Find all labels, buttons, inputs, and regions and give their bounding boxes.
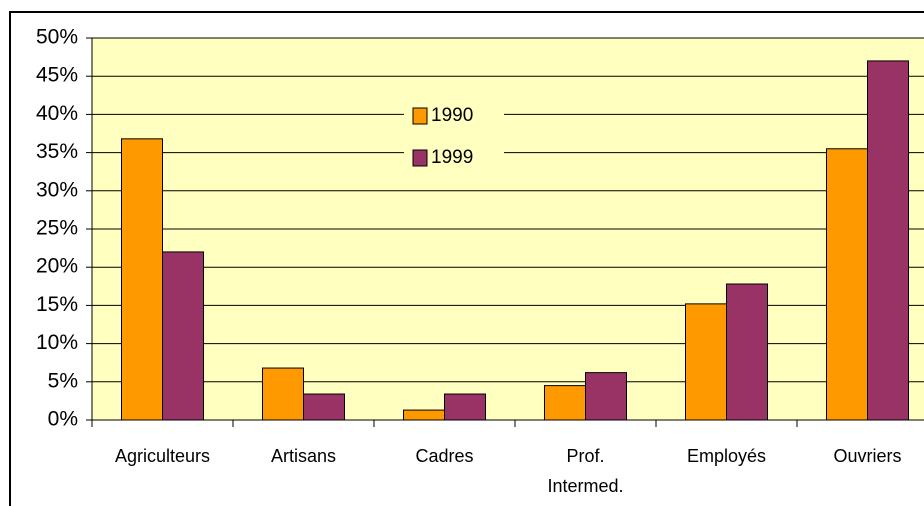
y-tick-label: 5% <box>48 369 78 392</box>
bar <box>262 367 304 421</box>
bar <box>826 148 868 421</box>
x-tick-label: Ouvriers <box>833 446 901 466</box>
legend-swatch <box>412 149 428 167</box>
y-tick-label: 45% <box>36 64 78 87</box>
y-tick-label: 0% <box>48 408 78 431</box>
x-tick-label: Employés <box>687 446 766 466</box>
bar <box>303 393 345 421</box>
y-tick-label: 50% <box>36 26 78 49</box>
bar <box>585 372 627 421</box>
y-tick-label: 25% <box>36 217 78 240</box>
x-tick-label: Artisans <box>271 446 336 466</box>
bar <box>121 138 163 421</box>
y-tick-label: 35% <box>36 140 78 163</box>
legend-swatch <box>412 107 428 125</box>
bar <box>544 385 586 421</box>
x-tick-label: Cadres <box>415 446 473 466</box>
y-tick-label: 30% <box>36 178 78 201</box>
y-tick-label: 40% <box>36 102 78 125</box>
bar <box>403 409 445 421</box>
bar <box>162 251 204 421</box>
y-tick-label: 10% <box>36 331 78 354</box>
legend-label: 1990 <box>431 105 473 126</box>
y-tick-label: 20% <box>36 255 78 278</box>
bar <box>726 283 768 421</box>
x-tick-label: Prof. Intermed. <box>547 446 623 496</box>
bar <box>444 393 486 421</box>
y-tick-label: 15% <box>36 293 78 316</box>
legend-label: 1999 <box>431 147 473 168</box>
bar <box>685 303 727 421</box>
x-tick-label: Agriculteurs <box>115 446 210 466</box>
bar <box>867 60 909 421</box>
